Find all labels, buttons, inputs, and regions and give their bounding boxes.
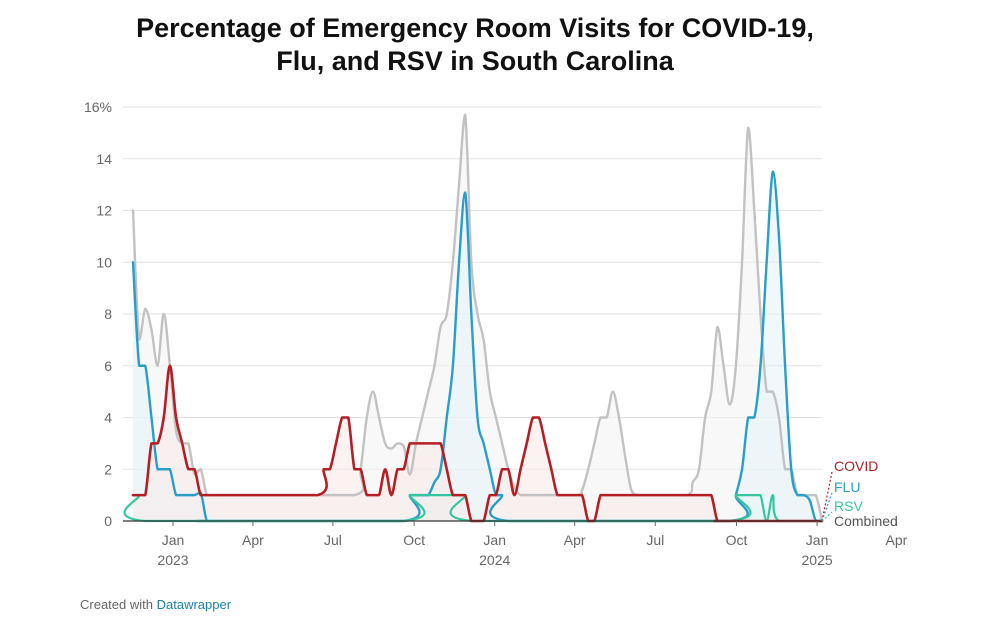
x-tick-year-label: 2025 [802,552,833,568]
x-tick-label: Jan [806,532,829,548]
legend-label-flu: FLU [834,479,860,495]
x-tick-label: Jul [646,532,664,548]
chart-title-line1: Percentage of Emergency Room Visits for … [136,13,814,43]
y-tick-label: 4 [104,410,112,426]
series-areas [124,114,823,521]
area-rsv [124,495,823,521]
legend-label-covid: COVID [834,458,878,474]
y-axis-ticks: 0 2 4 6 8 10 12 14 16% [84,99,112,529]
datawrapper-link[interactable]: Datawrapper [156,597,232,612]
x-tick-label: Oct [403,532,425,548]
x-tick-label: Jul [324,532,342,548]
x-tick-label: Apr [242,532,264,548]
x-tick-label: Apr [564,532,586,548]
y-tick-label: 10 [96,254,112,270]
legend-connector-flu [821,492,833,522]
area-flu [133,171,822,521]
line-chart: 0 2 4 6 8 10 12 14 16% Jan 2023 Apr Jul Oct Jan 2024 Ap… [84,99,908,568]
x-axis: Jan 2023 Apr Jul Oct Jan 2024 Apr Jul Oct Jan 2025 A… [123,520,908,568]
x-tick-label: Apr [886,532,908,548]
y-tick-label: 14 [96,151,112,167]
chart-title: Percentage of Emergency Room Visits for … [0,12,950,78]
x-tick-label: Jan [162,532,185,548]
legend-label-combined: Combined [834,513,898,529]
legend-label-rsv: RSV [834,498,863,514]
series-line-flu [131,170,824,523]
y-tick-label: 2 [104,461,112,477]
x-tick-label: Oct [726,532,748,548]
y-tick-label: 8 [104,306,112,322]
footer-credit: Created with Datawrapper [80,597,231,612]
footer-prefix: Created with [80,597,153,612]
y-tick-label: 12 [96,203,112,219]
chart-title-line2: Flu, and RSV in South Carolina [276,46,674,76]
y-tick-label: 16% [84,99,112,115]
y-tick-label: 6 [104,358,112,374]
legend-connector-covid [821,471,833,522]
x-tick-year-label: 2024 [479,552,510,568]
x-tick-year-label: 2023 [157,552,188,568]
y-tick-label: 0 [104,513,112,529]
area-covid [133,365,822,521]
x-tick-label: Jan [483,532,506,548]
